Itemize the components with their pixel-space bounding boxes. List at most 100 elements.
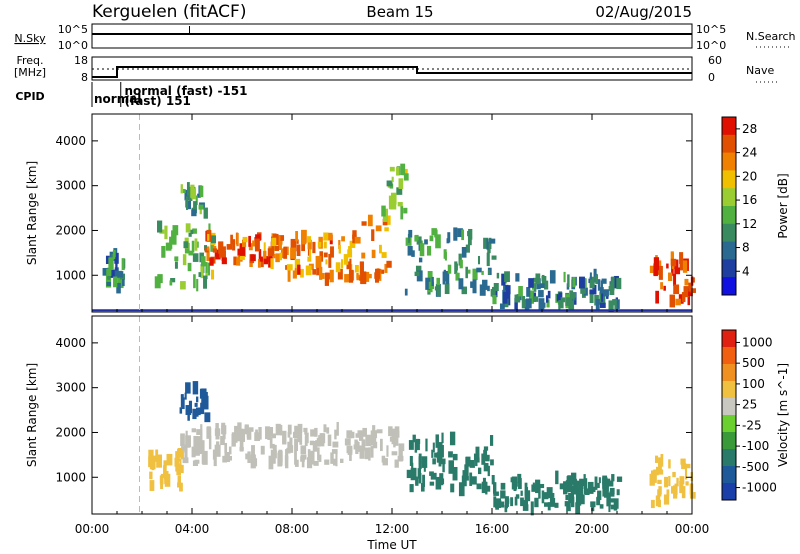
power-cell bbox=[113, 276, 118, 288]
power-cell bbox=[371, 249, 376, 259]
velocity-colorbar-swatch bbox=[722, 432, 736, 450]
velocity-cell bbox=[327, 434, 332, 447]
velocity-cell bbox=[410, 468, 417, 481]
velocity-cell bbox=[275, 423, 281, 436]
velocity-cell bbox=[432, 442, 435, 453]
power-region-5 bbox=[354, 214, 392, 285]
power-cell bbox=[105, 274, 112, 288]
power-cell bbox=[242, 236, 248, 243]
power-cell bbox=[476, 267, 482, 273]
power-cell bbox=[414, 235, 418, 242]
velocity-cell bbox=[518, 478, 522, 489]
velocity-cell bbox=[423, 464, 426, 472]
power-region-4 bbox=[279, 229, 357, 286]
power-cell bbox=[382, 218, 388, 226]
power-cell bbox=[361, 252, 366, 259]
velocity-cell bbox=[609, 487, 615, 495]
power-region-1 bbox=[154, 220, 217, 292]
power-cell bbox=[678, 294, 684, 304]
velocity-cell bbox=[395, 430, 400, 438]
velocity-cell bbox=[148, 456, 154, 468]
velocity-cell bbox=[465, 456, 471, 467]
velocity-cell bbox=[179, 407, 183, 414]
xtick-label: 20:00 bbox=[575, 522, 610, 536]
nsearch-label: N.Search bbox=[746, 30, 796, 43]
power-cell bbox=[655, 290, 660, 304]
power-cell bbox=[341, 236, 345, 242]
velocity-cell bbox=[364, 447, 370, 460]
velocity-cell bbox=[583, 489, 587, 495]
power-cell bbox=[538, 290, 544, 298]
power-region-3 bbox=[204, 229, 285, 270]
velocity-cell bbox=[213, 452, 217, 467]
power-cell bbox=[267, 248, 274, 257]
velocity-cell bbox=[389, 430, 393, 436]
power-cell bbox=[279, 252, 283, 261]
velocity-cell bbox=[608, 498, 615, 503]
power-cell bbox=[255, 234, 261, 241]
velocity-cell bbox=[361, 439, 366, 451]
velocity-cell bbox=[596, 496, 600, 501]
power-cell bbox=[165, 242, 172, 251]
xtick-label: 00:00 bbox=[75, 522, 110, 536]
power-cell bbox=[436, 277, 440, 290]
velocity-cell bbox=[310, 429, 317, 437]
velocity-cell bbox=[438, 458, 442, 467]
velocity-cell bbox=[437, 442, 443, 453]
velocity-cell bbox=[255, 429, 258, 438]
power-cell bbox=[419, 243, 425, 257]
power-cell bbox=[188, 232, 192, 237]
velocity-cell bbox=[300, 445, 307, 455]
velocity-cell bbox=[159, 475, 164, 485]
freq-tick-bottom: 8 bbox=[81, 71, 88, 84]
velocity-cell bbox=[485, 454, 490, 462]
nsky-tick-top: 10^5 bbox=[58, 23, 88, 36]
velocity-cell bbox=[272, 444, 277, 452]
power-cell bbox=[690, 288, 696, 293]
velocity-cell bbox=[566, 501, 571, 512]
power-cell bbox=[296, 239, 299, 244]
power-cell bbox=[187, 262, 192, 272]
velocity-cell bbox=[206, 426, 211, 434]
power-cell bbox=[595, 274, 599, 285]
velocity-cell bbox=[372, 425, 376, 439]
velocity-cell bbox=[571, 472, 577, 485]
power-cell bbox=[403, 173, 409, 181]
power-cell bbox=[435, 234, 441, 249]
power-cell bbox=[568, 300, 575, 311]
velocity-colorbar-tick-label: 25 bbox=[742, 398, 757, 412]
velocity-cell bbox=[222, 432, 226, 440]
velocity-cell bbox=[408, 440, 414, 450]
velocity-cell bbox=[658, 457, 662, 471]
power-cell bbox=[526, 287, 531, 297]
power-cell bbox=[338, 240, 341, 250]
power-cell bbox=[674, 259, 679, 274]
velocity-cell bbox=[294, 450, 297, 465]
power-cell bbox=[407, 233, 411, 243]
velocity-cell bbox=[547, 502, 551, 511]
velocity-cell bbox=[576, 480, 580, 487]
power-cell bbox=[194, 238, 198, 251]
power-cell bbox=[195, 195, 198, 206]
power-cell bbox=[154, 276, 161, 289]
velocity-cell bbox=[305, 432, 309, 444]
velocity-cell bbox=[208, 435, 212, 450]
velocity-cell bbox=[517, 473, 522, 483]
velocity-cell bbox=[195, 436, 202, 450]
velocity-cell bbox=[353, 444, 360, 450]
power-cell bbox=[386, 260, 392, 268]
velocity-cell bbox=[268, 455, 274, 470]
velocity-ytick-label: 2000 bbox=[55, 425, 86, 439]
power-cell bbox=[323, 252, 328, 258]
power-cell bbox=[671, 264, 677, 270]
cpid-segment-fast: normal (fast) -151 bbox=[125, 84, 248, 98]
velocity-cell bbox=[449, 431, 456, 446]
velocity-cell bbox=[668, 476, 671, 487]
velocity-region-0 bbox=[148, 447, 184, 492]
power-cell bbox=[325, 259, 328, 265]
power-cell bbox=[275, 253, 280, 263]
velocity-colorbar-swatch bbox=[722, 364, 736, 382]
velocity-cell bbox=[234, 425, 240, 439]
velocity-cell bbox=[567, 475, 574, 485]
power-cell bbox=[248, 235, 251, 247]
